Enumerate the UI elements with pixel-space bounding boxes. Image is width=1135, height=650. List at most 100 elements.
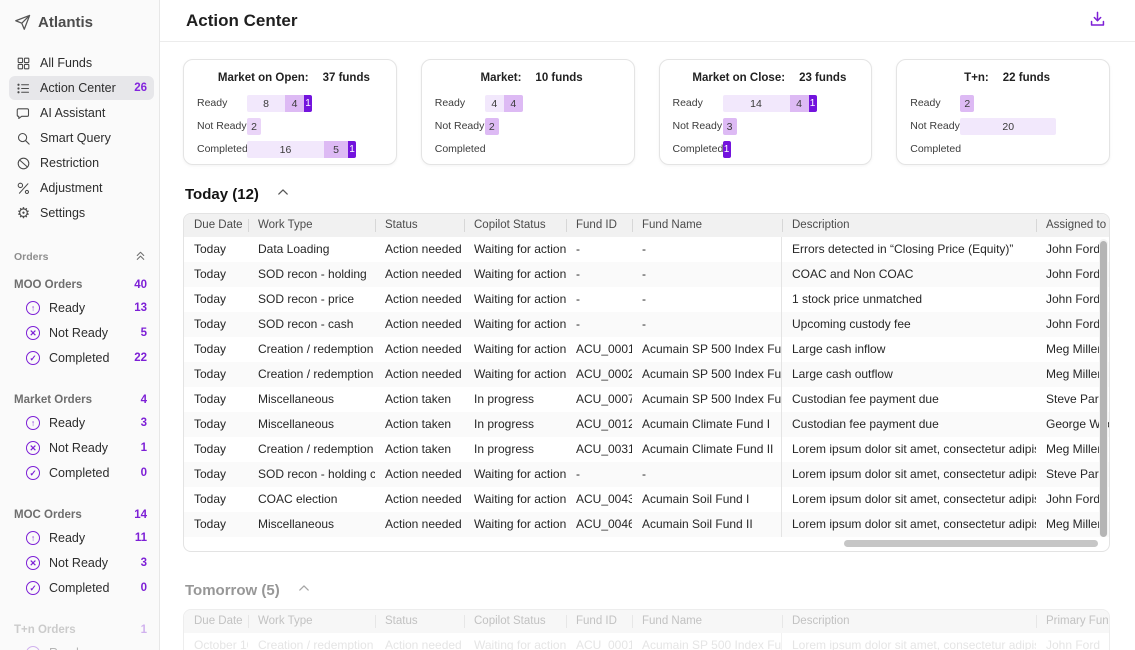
- sidebar-item-all-funds[interactable]: All Funds: [9, 51, 154, 75]
- card-status-label: Not Ready: [434, 120, 485, 133]
- column-header-copilot-status[interactable]: Copilot Status: [464, 214, 566, 237]
- order-item-t-n-orders-ready[interactable]: ↑ Ready: [26, 645, 147, 650]
- column-header-status[interactable]: Status: [375, 214, 464, 237]
- order-item-market-orders-ready[interactable]: ↑ Ready 3: [26, 415, 147, 431]
- cell-copilot-status: Waiting for action: [474, 517, 566, 531]
- sidebar-item-ai-assistant[interactable]: AI Assistant: [9, 101, 154, 125]
- column-header-description[interactable]: Description: [782, 214, 1036, 237]
- order-item-label: Ready: [49, 531, 86, 545]
- column-header-fund-name[interactable]: Fund Name: [632, 214, 782, 237]
- today-section-header: Today (12): [185, 185, 1108, 203]
- card-status-label: Ready: [197, 97, 228, 110]
- cell-fund-id: -: [576, 317, 580, 331]
- order-group-header-moo-orders[interactable]: MOO Orders 40: [14, 279, 149, 291]
- sidebar-item-smart-query[interactable]: Smart Query: [9, 126, 154, 150]
- column-header-work-type[interactable]: Work Type: [248, 610, 375, 633]
- sidebar-item-adjustment[interactable]: Adjustment: [9, 176, 154, 200]
- cell-status: Action needed: [385, 367, 462, 381]
- order-item-moc-orders-completed[interactable]: ✓ Completed 0: [26, 580, 147, 596]
- order-item-market-orders-completed[interactable]: ✓ Completed 0: [26, 465, 147, 481]
- column-header-fund-id[interactable]: Fund ID: [566, 610, 632, 633]
- cell-work-type: Data Loading: [258, 242, 330, 256]
- cell-due-date: Today: [194, 317, 227, 331]
- action-center-count-badge: 26: [134, 82, 147, 94]
- card-status-label: Not Ready: [910, 120, 960, 133]
- column-header-description[interactable]: Description: [782, 610, 1036, 633]
- column-header-status[interactable]: Status: [375, 610, 464, 633]
- cell-status: Action needed: [385, 638, 462, 650]
- collapse-today-icon[interactable]: [276, 185, 290, 203]
- order-item-moc-orders-ready[interactable]: ↑ Ready 11: [26, 530, 147, 546]
- card-status-row-completed: Completed: [435, 141, 629, 158]
- cell-description: Upcoming custody fee: [792, 317, 911, 331]
- table-row[interactable]: Today Creation / redemption Action needed W…: [184, 362, 1109, 387]
- order-item-moc-orders-not-ready[interactable]: ✕ Not Ready 3: [26, 555, 147, 571]
- order-item-moo-orders-not-ready[interactable]: ✕ Not Ready 5: [26, 325, 147, 341]
- list-icon: [16, 81, 31, 96]
- cell-due-date: Today: [194, 517, 227, 531]
- order-item-moo-orders-completed[interactable]: ✓ Completed 22: [26, 350, 147, 366]
- cell-fund-name: Acumain Climate Fund II: [632, 437, 782, 462]
- gear-icon: ⚙: [16, 204, 31, 222]
- order-group-header-market-orders[interactable]: Market Orders 4: [14, 394, 149, 406]
- table-row[interactable]: Today SOD recon - cash Action needed Waitin…: [184, 312, 1109, 337]
- card-title-label: Market on Open:: [217, 72, 309, 84]
- column-header-work-type[interactable]: Work Type: [248, 214, 375, 237]
- status-bar: 3: [722, 118, 737, 135]
- cell-description: Lorem ipsum dolor sit amet, consectetur …: [792, 442, 1036, 456]
- order-group-header-t-n-orders[interactable]: T+n Orders 1: [14, 624, 149, 636]
- app-name: Atlantis: [38, 14, 94, 31]
- sidebar-item-settings[interactable]: ⚙ Settings: [9, 201, 154, 225]
- vertical-scrollbar[interactable]: [1100, 241, 1107, 537]
- table-row[interactable]: Today COAC election Action needed Waiting f…: [184, 487, 1109, 512]
- table-row[interactable]: Today Miscellaneous Action needed Waiting f…: [184, 512, 1109, 537]
- column-header-fund-name[interactable]: Fund Name: [632, 610, 782, 633]
- cell-due-date: Today: [194, 292, 227, 306]
- table-row[interactable]: Today SOD recon - price Action needed Waiti…: [184, 287, 1109, 312]
- cell-copilot-status: Waiting for action: [474, 467, 566, 481]
- table-row[interactable]: Today Data Loading Action needed Waiting fo…: [184, 237, 1109, 262]
- card-funds-count: 10 funds: [535, 72, 583, 84]
- collapse-all-icon[interactable]: [134, 249, 147, 265]
- order-item-moo-orders-ready[interactable]: ↑ Ready 13: [26, 300, 147, 316]
- order-item-count: 3: [140, 417, 147, 429]
- table-row[interactable]: Today Miscellaneous Action taken In progres…: [184, 412, 1109, 437]
- table-row[interactable]: October 10 Creation / redemption Action ne…: [184, 633, 1109, 650]
- horizontal-scrollbar[interactable]: [844, 540, 1098, 547]
- collapse-tomorrow-icon[interactable]: [297, 581, 311, 599]
- sidebar-item-restriction[interactable]: Restriction: [9, 151, 154, 175]
- cell-copilot-status: In progress: [474, 442, 535, 456]
- column-header-fund-id[interactable]: Fund ID: [566, 214, 632, 237]
- table-row[interactable]: Today SOD recon - holding check Action nee…: [184, 462, 1109, 487]
- sidebar-item-action-center[interactable]: Action Center 26: [9, 76, 154, 100]
- column-header-due-date[interactable]: Due Date: [194, 219, 243, 231]
- card-status-row-not-ready: Not Ready 20: [910, 118, 1104, 135]
- chat-icon: [16, 106, 31, 121]
- table-row[interactable]: Today SOD recon - holding Action needed Wai…: [184, 262, 1109, 287]
- cell-assigned-to: John Ford: [1046, 267, 1101, 281]
- cell-work-type: SOD recon - price: [258, 292, 355, 306]
- table-row[interactable]: Today Creation / redemption Action taken In…: [184, 437, 1109, 462]
- order-group-moc-orders: MOC Orders 14 ↑ Ready 11 ✕ Not Ready 3 ✓ Complete…: [14, 509, 149, 596]
- order-item-market-orders-not-ready[interactable]: ✕ Not Ready 1: [26, 440, 147, 456]
- cell-work-type: Miscellaneous: [258, 392, 335, 406]
- cell-work-type: COAC election: [258, 492, 338, 506]
- column-header-assigned-to[interactable]: Assigned to: [1036, 214, 1109, 237]
- order-group-header-moc-orders[interactable]: MOC Orders 14: [14, 509, 149, 521]
- order-item-count: 0: [140, 582, 147, 594]
- download-button[interactable]: [1086, 8, 1109, 34]
- table-row[interactable]: Today Miscellaneous Action taken In progres…: [184, 387, 1109, 412]
- card-title-label: Market:: [480, 72, 522, 84]
- cell-description: Custodian fee payment due: [792, 392, 939, 406]
- column-header-copilot-status[interactable]: Copilot Status: [464, 610, 566, 633]
- order-group-label: T+n Orders: [14, 624, 76, 636]
- column-header-primary-fund-manager[interactable]: Primary Fund Manager: [1036, 610, 1109, 633]
- bar-segment: 16: [247, 141, 324, 158]
- table-row[interactable]: Today Creation / redemption Action needed W…: [184, 337, 1109, 362]
- cell-assigned-to: John Ford: [1046, 492, 1101, 506]
- column-header-due-date[interactable]: Due Date: [194, 615, 243, 627]
- sidebar-item-label: Settings: [40, 206, 86, 220]
- card-status-label: Completed: [910, 143, 962, 156]
- tomorrow-table: Due Date Work Type Status Copilot Status Fun…: [183, 609, 1110, 650]
- card-status-row-not-ready: Not Ready 2: [197, 118, 391, 135]
